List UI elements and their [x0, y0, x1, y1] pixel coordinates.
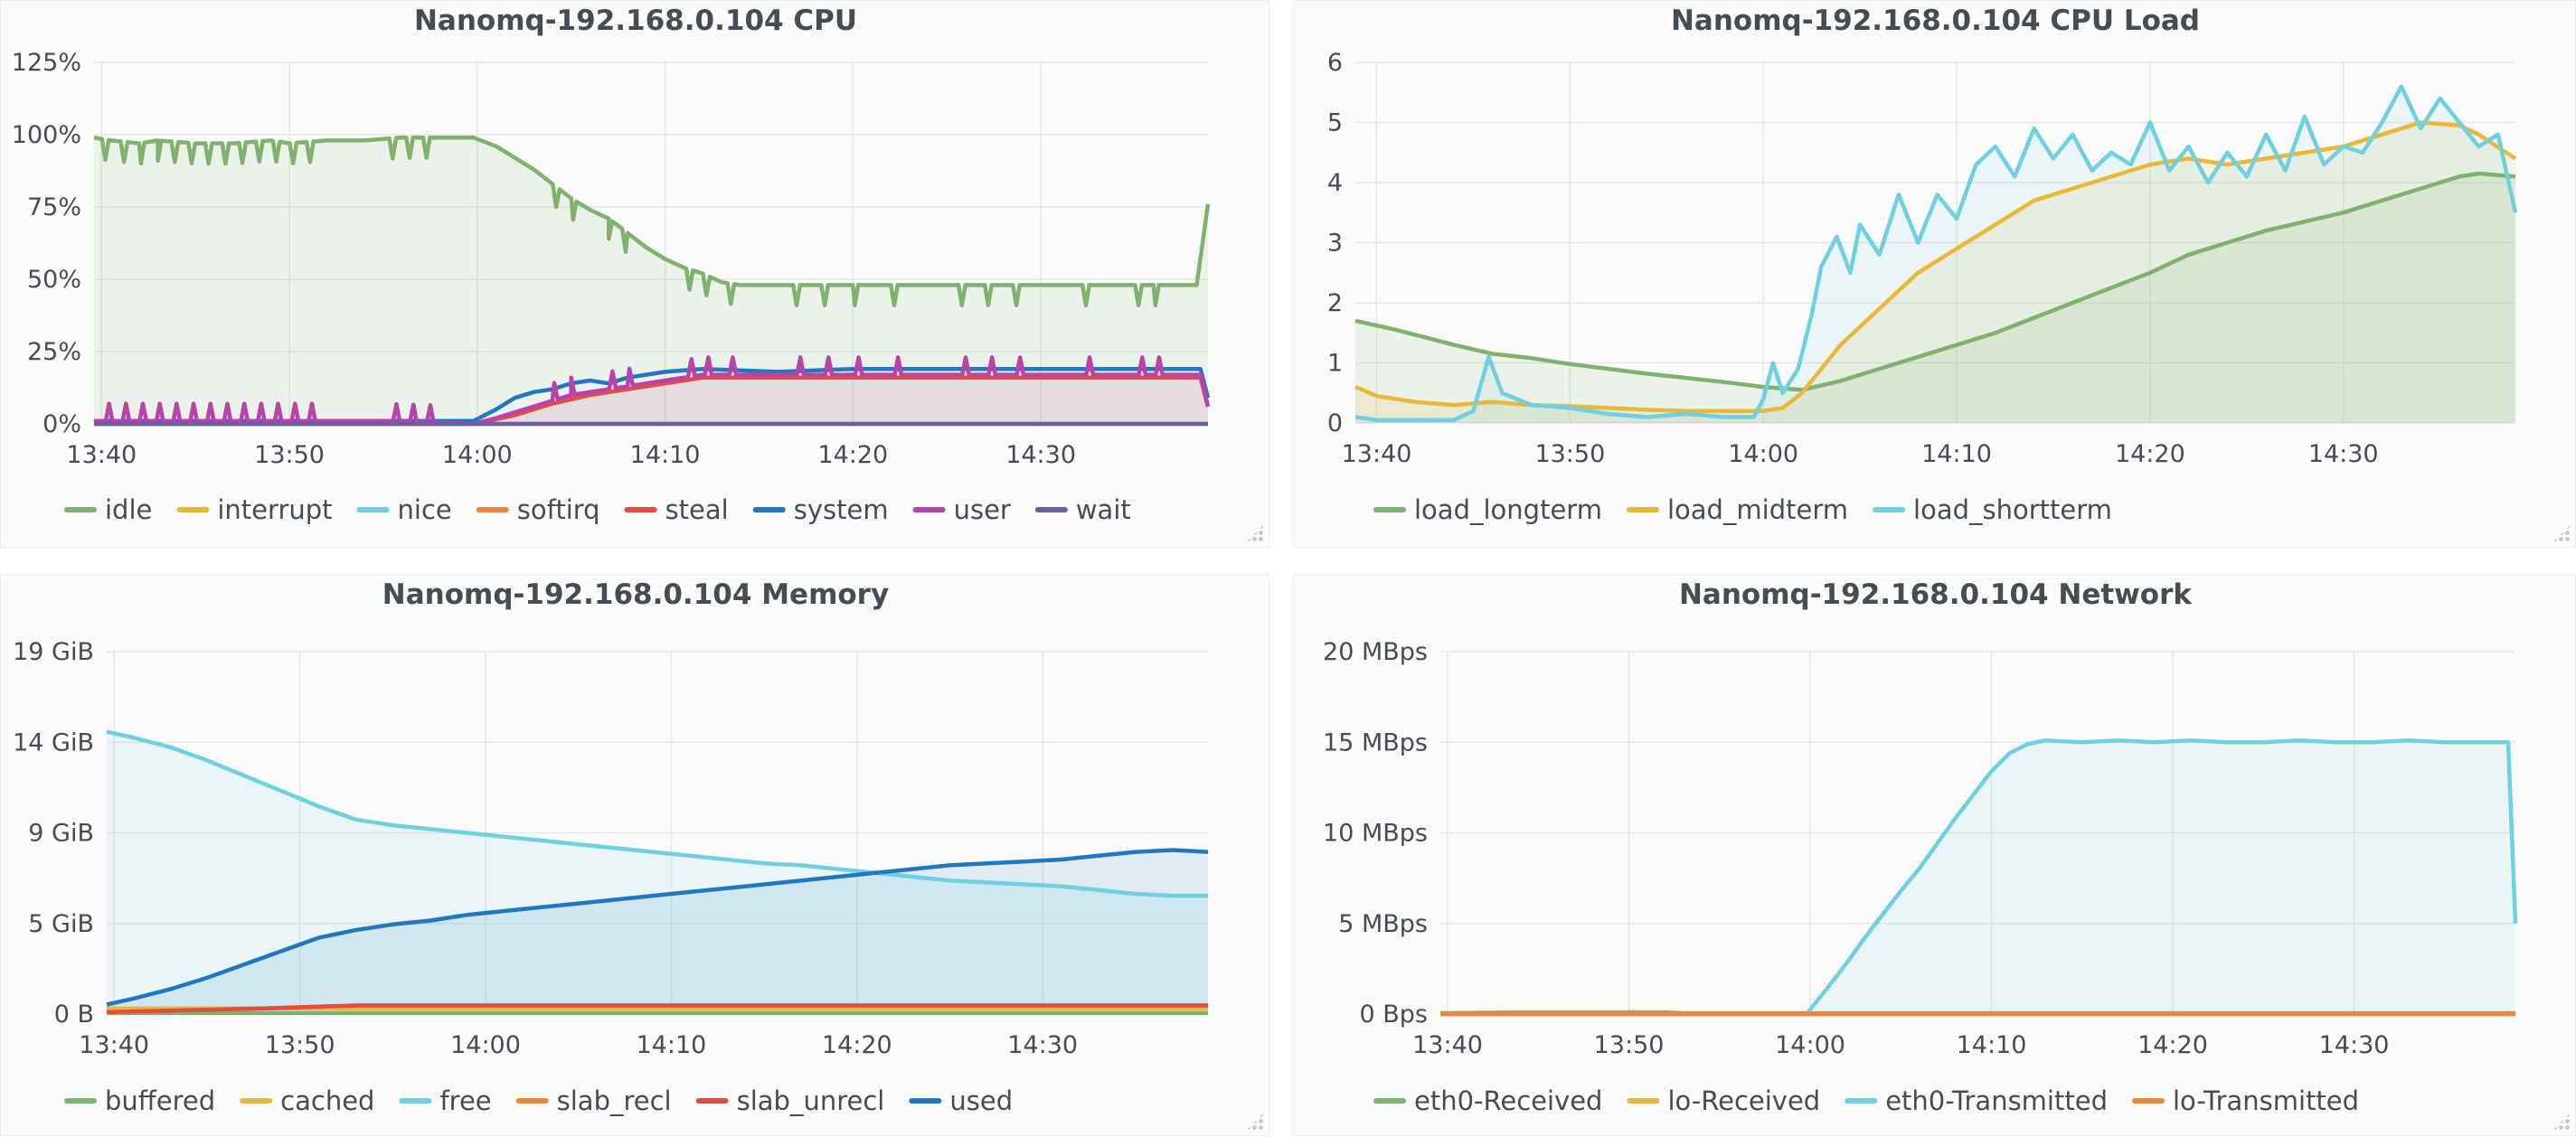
y-tick-label: 50%: [27, 266, 81, 294]
legend-item-slab_unrecl[interactable]: slab_unrecl: [737, 1085, 885, 1116]
y-tick-label: 4: [1327, 169, 1343, 197]
y-tick-label: 20 MBps: [1323, 638, 1428, 666]
memory-panel[interactable]: Nanomq-192.168.0.104 Memory 0 B 5 GiB 9 GiB…: [0, 574, 1269, 1136]
legend-item-wait[interactable]: wait: [1076, 494, 1131, 525]
legend-item-load_shortterm[interactable]: load_shortterm: [1913, 494, 2112, 525]
legend-item-nice[interactable]: nice: [398, 494, 452, 525]
chart-title: Nanomq-192.168.0.104 Memory: [382, 578, 889, 611]
series-area-used: [107, 850, 1208, 1014]
y-tick-label: 125%: [12, 49, 81, 77]
x-tick-label: 13:40: [1412, 1031, 1483, 1059]
legend-item-used[interactable]: used: [949, 1085, 1013, 1116]
y-tick-label: 2: [1327, 289, 1343, 317]
x-tick-label: 13:40: [1342, 440, 1412, 468]
y-tick-label: 3: [1327, 230, 1343, 258]
x-tick-label: 13:40: [79, 1031, 149, 1059]
x-tick-label: 14:20: [817, 441, 888, 469]
network-panel[interactable]: Nanomq-192.168.0.104 Network 0 Bps 5 MBps 1…: [1293, 574, 2576, 1136]
legend-item-load_longterm[interactable]: load_longterm: [1414, 494, 1602, 525]
series-line-eth0-Transmitted: [1440, 738, 2518, 1017]
legend-item-eth0-Transmitted[interactable]: eth0-Transmitted: [1885, 1085, 2108, 1116]
x-tick-label: 14:00: [1728, 440, 1798, 468]
series-area-user: [94, 357, 1208, 424]
legend-item-user[interactable]: user: [954, 494, 1011, 525]
series-area-load_longterm: [1355, 174, 2515, 423]
legend-item-lo-Transmitted[interactable]: lo-Transmitted: [2173, 1085, 2359, 1116]
y-tick-label: 0 B: [54, 1001, 94, 1029]
series-area-free: [107, 731, 1208, 1014]
series-line-idle: [93, 135, 1211, 308]
y-tick-label: 1: [1327, 350, 1343, 378]
cpu-panel[interactable]: Nanomq-192.168.0.104 CPU 0% 25% 50% 75% 100% 1…: [0, 0, 1269, 548]
series-area-load_midterm: [1355, 122, 2515, 423]
legend-item-buffered[interactable]: buffered: [105, 1085, 215, 1116]
x-tick-label: 13:50: [254, 441, 325, 469]
y-tick-label: 5 MBps: [1338, 910, 1428, 938]
legend-item-cached[interactable]: cached: [280, 1085, 374, 1116]
chart-title: Nanomq-192.168.0.104 Network: [1679, 578, 2193, 611]
series-line-steal: [94, 375, 1211, 427]
y-tick-label: 100%: [12, 121, 81, 149]
series-line-slab_unrecl: [106, 1003, 1208, 1015]
y-tick-label: 6: [1327, 49, 1343, 77]
y-tick-label: 14 GiB: [13, 728, 94, 756]
series-line-used: [106, 848, 1209, 1007]
x-tick-label: 14:20: [2115, 440, 2185, 468]
legend-item-slab_recl[interactable]: slab_recl: [557, 1085, 672, 1116]
x-tick-label: 13:50: [265, 1031, 335, 1059]
y-tick-label: 0%: [42, 410, 81, 438]
chart-title: Nanomq-192.168.0.104 CPU Load: [1671, 5, 2200, 37]
x-tick-label: 14:00: [1775, 1031, 1845, 1059]
x-tick-label: 13:50: [1534, 440, 1605, 468]
cpu-load-chart: Nanomq-192.168.0.104 CPU Load 0 1 2 3 4 5 6 13:4…: [1327, 5, 2518, 525]
y-tick-label: 15 MBps: [1323, 728, 1428, 756]
legend-item-idle[interactable]: idle: [105, 494, 152, 525]
series-line-load_longterm: [1354, 171, 2516, 392]
series-line-load_shortterm: [1354, 84, 2518, 422]
y-tick-label: 0 Bps: [1360, 1001, 1429, 1029]
series-line-user: [94, 355, 1211, 427]
y-tick-label: 19 GiB: [13, 638, 94, 666]
x-tick-label: 14:10: [636, 1031, 706, 1059]
y-tick-label: 10 MBps: [1323, 820, 1428, 848]
cpu-load-panel[interactable]: Nanomq-192.168.0.104 CPU Load 0 1 2 3 4 5 6 13:4…: [1293, 0, 2576, 548]
x-tick-label: 13:50: [1594, 1031, 1665, 1059]
memory-chart: Nanomq-192.168.0.104 Memory 0 B 5 GiB 9 GiB…: [13, 578, 1209, 1116]
x-tick-label: 14:10: [1957, 1031, 2027, 1059]
legend-item-system[interactable]: system: [794, 494, 889, 525]
legend-item-eth0-Received[interactable]: eth0-Received: [1414, 1085, 1602, 1116]
y-tick-label: 5 GiB: [28, 910, 94, 938]
y-tick-label: 25%: [27, 338, 81, 366]
legend-item-softirq[interactable]: softirq: [517, 494, 600, 525]
legend-item-steal[interactable]: steal: [665, 494, 729, 525]
series-area-idle: [94, 137, 1208, 424]
x-tick-label: 14:30: [2308, 440, 2379, 468]
y-tick-label: 9 GiB: [28, 820, 94, 848]
network-chart: Nanomq-192.168.0.104 Network 0 Bps 5 MBps 1…: [1323, 578, 2518, 1116]
series-line-free: [106, 729, 1208, 898]
x-tick-label: 14:00: [442, 441, 513, 469]
x-tick-label: 14:30: [2319, 1031, 2390, 1059]
cpu-chart: Nanomq-192.168.0.104 CPU 0% 25% 50% 75% 100% 1…: [12, 5, 1211, 525]
y-tick-label: 5: [1327, 109, 1343, 137]
x-tick-label: 14:30: [1007, 1031, 1078, 1059]
x-tick-label: 14:20: [822, 1031, 892, 1059]
chart-title: Nanomq-192.168.0.104 CPU: [414, 5, 857, 37]
x-tick-label: 14:30: [1005, 441, 1076, 469]
legend-item-lo-Received[interactable]: lo-Received: [1667, 1085, 1820, 1116]
x-tick-label: 13:40: [66, 441, 137, 469]
legend-item-interrupt[interactable]: interrupt: [217, 494, 332, 525]
legend-item-load_midterm[interactable]: load_midterm: [1667, 494, 1848, 525]
x-tick-label: 14:10: [1921, 440, 1992, 468]
x-tick-label: 14:20: [2137, 1031, 2208, 1059]
legend-item-free[interactable]: free: [439, 1085, 491, 1116]
y-tick-label: 75%: [27, 193, 81, 221]
series-area-load_shortterm: [1355, 86, 2515, 423]
y-tick-label: 0: [1327, 409, 1343, 437]
x-tick-label: 14:10: [630, 441, 701, 469]
series-area-eth0-Transmitted: [1440, 740, 2515, 1014]
x-tick-label: 14:00: [450, 1031, 521, 1059]
